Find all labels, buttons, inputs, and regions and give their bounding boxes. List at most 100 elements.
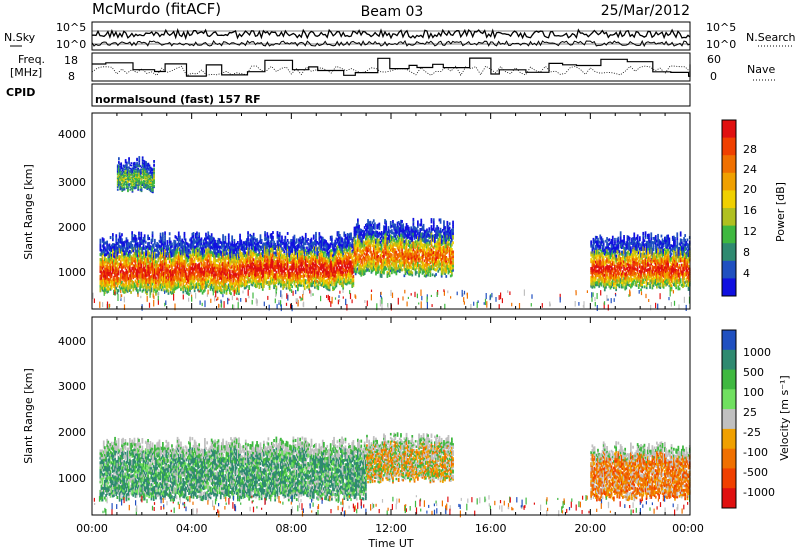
echo-cell bbox=[132, 256, 135, 260]
cpid-program: normalsound (fast) 157 RF bbox=[95, 93, 261, 106]
echo-cell bbox=[163, 255, 165, 259]
echo-cell bbox=[144, 245, 147, 249]
echo-cell bbox=[117, 238, 120, 242]
echo-cell bbox=[180, 287, 182, 291]
echo-cell bbox=[164, 264, 166, 268]
echo-cell bbox=[149, 266, 152, 270]
echo-cell bbox=[102, 286, 105, 290]
echo-cell bbox=[174, 264, 177, 268]
echo-cell bbox=[199, 267, 202, 271]
echo-cell bbox=[180, 273, 182, 277]
echo-cell bbox=[197, 288, 199, 292]
echo-cell bbox=[135, 286, 138, 290]
echo-cell bbox=[167, 289, 170, 293]
echo-cell bbox=[119, 235, 122, 239]
echo-cell bbox=[115, 236, 118, 240]
echo-cell bbox=[177, 236, 180, 240]
echo-cell bbox=[177, 279, 180, 283]
echo-cell bbox=[149, 256, 152, 260]
echo-cell bbox=[213, 240, 215, 244]
echo-cell bbox=[248, 285, 251, 288]
echo-cell bbox=[126, 265, 129, 269]
echo-cell bbox=[138, 251, 140, 256]
echo-cell bbox=[169, 257, 172, 261]
echo-cell bbox=[106, 243, 109, 246]
echo-cell bbox=[200, 249, 203, 253]
echo-cell bbox=[117, 240, 120, 244]
echo-cell bbox=[157, 273, 160, 277]
echo-cell bbox=[109, 287, 112, 291]
echo-cell bbox=[168, 257, 171, 261]
echo-cell bbox=[129, 284, 131, 288]
echo-cell bbox=[204, 264, 206, 268]
echo-cell bbox=[310, 237, 313, 241]
echo-cell bbox=[207, 246, 210, 250]
echo-cell bbox=[124, 271, 127, 275]
echo-cell bbox=[149, 247, 152, 251]
echo-cell bbox=[209, 260, 212, 264]
echo-cell bbox=[193, 265, 196, 269]
echo-cell bbox=[109, 253, 112, 257]
echo-cell bbox=[116, 265, 119, 269]
echo-cell bbox=[193, 279, 196, 283]
echo-cell bbox=[176, 237, 179, 241]
echo-cell bbox=[152, 250, 155, 254]
echo-cell bbox=[184, 274, 187, 278]
echo-cell bbox=[158, 244, 161, 248]
echo-cell bbox=[162, 232, 164, 236]
echo-cell bbox=[104, 272, 106, 276]
echo-cell bbox=[210, 270, 213, 275]
echo-cell bbox=[140, 236, 143, 240]
echo-cell bbox=[188, 274, 190, 278]
echo-cell bbox=[144, 264, 147, 268]
echo-cell bbox=[183, 275, 186, 279]
echo-cell bbox=[212, 266, 214, 270]
echo-cell bbox=[133, 246, 136, 250]
echo-cell bbox=[126, 261, 129, 264]
echo-cell bbox=[116, 251, 119, 255]
echo-cell bbox=[126, 285, 129, 288]
echo-cell bbox=[156, 289, 159, 293]
echo-cell bbox=[147, 234, 149, 238]
echo-cell bbox=[210, 268, 213, 272]
echo-cell bbox=[162, 267, 164, 271]
echo-cell bbox=[146, 269, 148, 273]
echo-cell bbox=[176, 257, 179, 262]
echo-cell bbox=[112, 238, 114, 242]
echo-cell bbox=[171, 251, 173, 255]
echo-cell bbox=[158, 239, 161, 243]
echo-cell bbox=[116, 249, 119, 253]
echo-cell bbox=[180, 254, 182, 258]
echo-cell bbox=[200, 273, 203, 277]
echo-cell bbox=[187, 275, 189, 279]
echo-cell bbox=[149, 270, 152, 274]
echo-cell bbox=[106, 269, 109, 273]
echo-cell bbox=[214, 263, 216, 267]
echo-cell bbox=[139, 285, 141, 289]
echo-cell bbox=[140, 269, 143, 273]
echo-cell bbox=[119, 250, 122, 254]
echo-cell bbox=[106, 262, 109, 265]
echo-cell bbox=[197, 280, 199, 284]
echo-cell bbox=[135, 252, 138, 256]
echo-cell bbox=[137, 242, 139, 246]
echo-cell bbox=[121, 283, 123, 287]
echo-cell bbox=[163, 260, 165, 264]
echo-cell bbox=[137, 289, 139, 293]
echo-cell bbox=[183, 277, 186, 281]
echo-cell bbox=[194, 275, 197, 279]
echo-cell bbox=[117, 248, 120, 252]
title-left: McMurdo (fitACF) bbox=[92, 0, 221, 18]
echo-cell bbox=[180, 280, 182, 284]
echo-cell bbox=[104, 279, 106, 283]
echo-cell bbox=[144, 290, 147, 294]
echo-cell bbox=[204, 286, 206, 290]
echo-cell bbox=[179, 243, 181, 247]
echo-cell bbox=[191, 250, 194, 254]
echo-cell bbox=[133, 251, 136, 256]
echo-cell bbox=[139, 283, 141, 287]
echo-cell bbox=[105, 260, 107, 264]
echo-cell bbox=[124, 240, 127, 244]
echo-cell bbox=[118, 277, 121, 281]
echo-cell bbox=[122, 265, 124, 269]
